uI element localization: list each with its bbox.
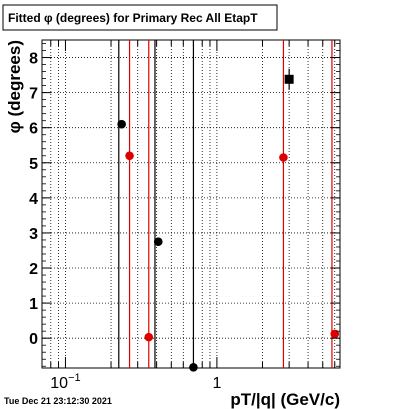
x-tick-label: 1 bbox=[212, 375, 221, 392]
y-axis-title: φ (degrees) bbox=[5, 40, 24, 133]
y-tick-label: 2 bbox=[29, 261, 38, 278]
x-tick-label: 10−1 bbox=[50, 372, 80, 392]
y-tick-label: 5 bbox=[29, 156, 38, 173]
y-tick-label: 3 bbox=[29, 226, 38, 243]
data-point bbox=[279, 153, 288, 162]
y-tick-label: 8 bbox=[29, 51, 38, 68]
x-tick-exponent: −1 bbox=[68, 372, 81, 384]
data-point bbox=[144, 332, 154, 342]
y-tick-label: 4 bbox=[29, 191, 38, 208]
y-tick-label: 7 bbox=[29, 86, 38, 103]
y-tick-label: 1 bbox=[29, 296, 38, 313]
plot-area bbox=[42, 40, 340, 368]
data-point bbox=[117, 119, 126, 129]
data-point bbox=[125, 151, 134, 161]
data-point bbox=[330, 329, 340, 339]
y-tick-label: 0 bbox=[29, 331, 38, 348]
data-point-square bbox=[284, 74, 294, 84]
chart-title: Fitted φ (degrees) for Primary Rec All E… bbox=[8, 11, 258, 25]
y-tick-label: 6 bbox=[29, 121, 38, 138]
data-point bbox=[153, 237, 163, 247]
chart-title-box: Fitted φ (degrees) for Primary Rec All E… bbox=[2, 4, 278, 31]
timestamp: Tue Dec 21 23:12:30 2021 bbox=[4, 396, 112, 406]
x-axis-title: pT/|q| (GeV/c) bbox=[230, 390, 340, 409]
